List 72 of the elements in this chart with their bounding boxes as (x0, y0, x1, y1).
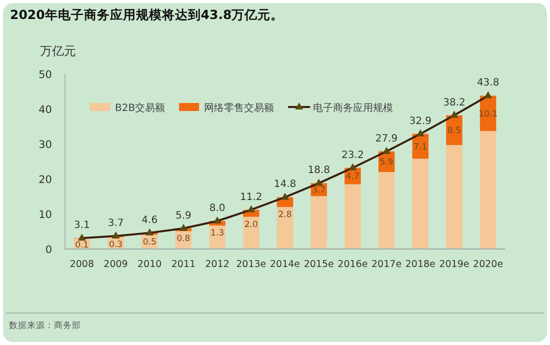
data-label: 0.3 (109, 240, 123, 250)
x-tick-label: 2020e (473, 259, 504, 270)
x-tick-label: 2010 (138, 259, 162, 270)
x-tick-label: 2014e (270, 259, 300, 270)
bar (310, 196, 327, 249)
y-tick-label: 0 (45, 244, 52, 256)
x-tick-label: 2009 (104, 259, 128, 270)
data-label: 0.1 (75, 240, 89, 250)
data-label: 32.9 (409, 116, 432, 127)
x-tick-label: 2017e (372, 259, 402, 270)
data-label: 11.2 (240, 192, 262, 203)
data-label: 14.8 (274, 179, 296, 190)
data-label: 8.0 (209, 203, 226, 214)
point (484, 91, 492, 98)
point (416, 129, 424, 136)
data-label: 23.2 (342, 150, 364, 161)
x-tick-label: 2016e (338, 259, 368, 270)
data-label: 3.1 (74, 220, 90, 232)
point (78, 234, 86, 241)
y-tick-label: 20 (38, 174, 52, 186)
data-label: 43.8 (476, 78, 500, 89)
data-label: 0.5 (142, 238, 156, 248)
data-label: 5.9 (380, 158, 394, 168)
legend-label: 电子商务应用规模 (313, 102, 394, 114)
data-label: 3.7 (312, 186, 326, 196)
bar (480, 131, 496, 249)
data-label: 3.7 (108, 218, 124, 230)
point (450, 110, 458, 118)
x-tick-label: 2011 (171, 259, 196, 270)
data-label: 8.5 (447, 126, 461, 136)
data-label: 27.9 (375, 133, 398, 144)
bar (344, 184, 361, 249)
point (348, 163, 357, 170)
data-label: 38.2 (443, 97, 466, 108)
y-tick-label: 30 (38, 139, 52, 151)
y-tick-label: 10 (38, 209, 52, 221)
point (112, 232, 120, 239)
point (179, 224, 188, 231)
data-label: 4.6 (142, 214, 158, 226)
bar (446, 145, 462, 249)
bar (412, 158, 429, 249)
bar (276, 207, 294, 249)
bar (243, 216, 260, 249)
y-tick-label: 50 (38, 69, 52, 81)
point (314, 178, 323, 186)
data-label: 2.0 (244, 220, 258, 230)
point (247, 205, 256, 212)
x-tick-label: 2008 (70, 259, 94, 270)
bar (209, 226, 226, 249)
data-label: 5.9 (176, 210, 192, 222)
data-label: 1.3 (210, 228, 224, 239)
x-tick-label: 2019e (439, 259, 470, 270)
x-tick-label: 2013e (236, 259, 266, 270)
point (382, 146, 391, 154)
x-tick-label: 2015e (304, 259, 334, 270)
data-label: 18.8 (308, 165, 330, 176)
chart-title: 2020年电子商务应用规模将达到43.8万亿元。 (10, 7, 284, 22)
y-axis-title: 万亿元 (40, 44, 76, 58)
y-tick-label: 40 (38, 104, 52, 116)
data-label: 0.8 (176, 234, 190, 244)
data-label: 7.1 (414, 142, 428, 152)
x-tick-label: 2018e (405, 259, 436, 270)
point (281, 192, 289, 200)
data-label: 4.7 (346, 172, 360, 182)
legend-label: 网络零售交易额 (204, 102, 274, 114)
data-label: 2.8 (278, 210, 292, 220)
legend-label: B2B交易额 (115, 102, 166, 114)
source-note: 数据来源：商务部 (9, 320, 81, 331)
point (213, 216, 222, 224)
bar (378, 172, 395, 249)
x-tick-label: 2012 (205, 259, 230, 270)
point (146, 228, 154, 236)
